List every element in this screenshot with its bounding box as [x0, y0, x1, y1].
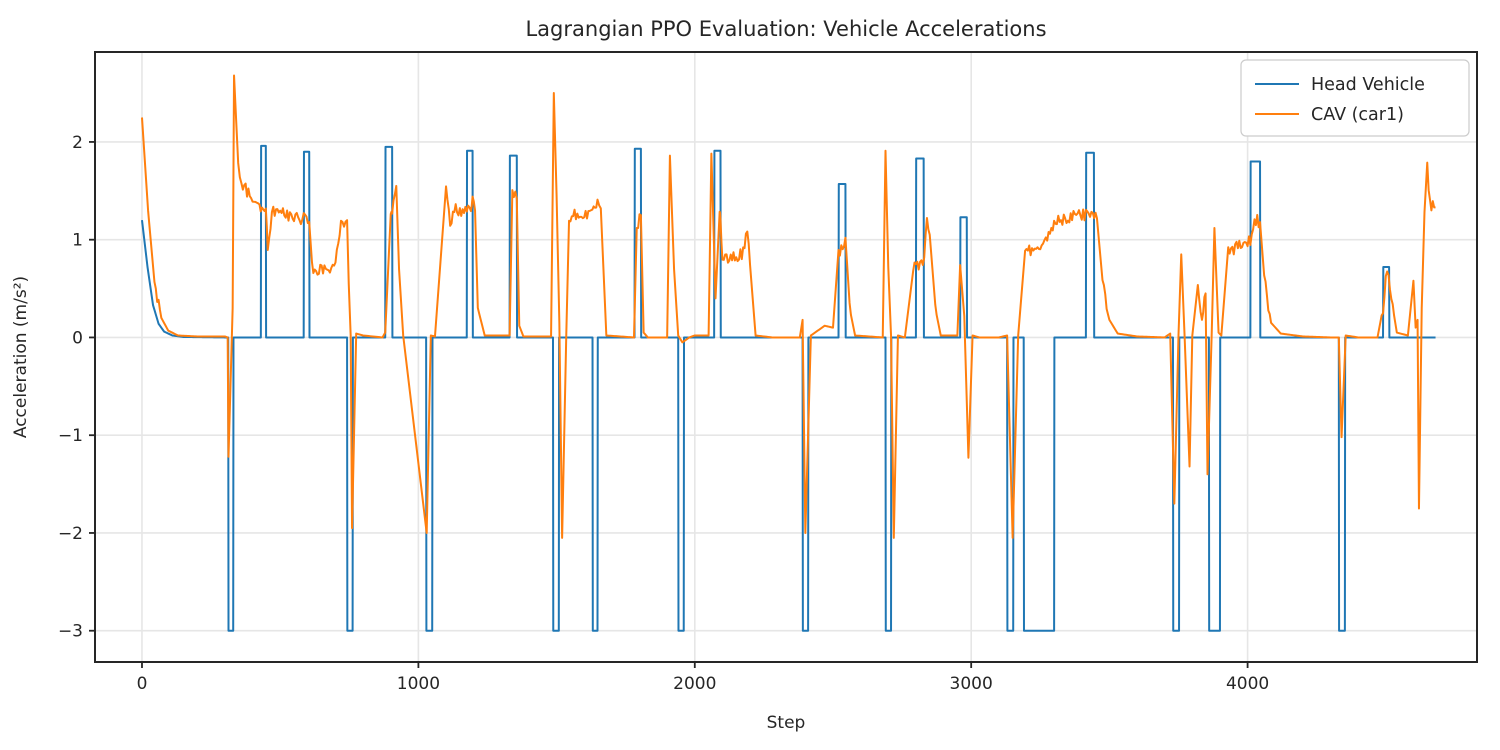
data-series-group — [140, 74, 1436, 632]
legend-frame — [1240, 59, 1470, 137]
legend-label-0[interactable]: Head Vehicle — [1311, 75, 1425, 95]
y-tick-label: −3 — [58, 622, 83, 642]
x-tick-label: 1000 — [397, 674, 440, 694]
chart-title: Lagrangian PPO Evaluation: Vehicle Accel… — [525, 17, 1046, 41]
x-tick-label: 4000 — [1226, 674, 1269, 694]
y-axis-label: Acceleration (m/s²) — [11, 276, 31, 438]
axes-frame — [94, 51, 1478, 663]
x-tick-label: 2000 — [673, 674, 716, 694]
y-tick-label: 2 — [72, 133, 83, 153]
x-tick-label: 3000 — [950, 674, 993, 694]
y-tick-label: −1 — [58, 426, 83, 446]
y-tick-label: 1 — [72, 231, 83, 251]
x-axis-label: Step — [767, 713, 806, 733]
y-tick-label: 0 — [72, 328, 83, 348]
legend-label-1[interactable]: CAV (car1) — [1311, 105, 1404, 125]
chart-legend[interactable]: Head Vehicle CAV (car1) — [1240, 59, 1470, 137]
x-tick-label: 0 — [137, 674, 148, 694]
series-line-1 — [140, 74, 1436, 539]
y-axis-ticks: 2 1 0 −1 −2 −3 — [58, 133, 95, 642]
y-tick-label: −2 — [58, 524, 83, 544]
x-axis-ticks: 0 1000 2000 3000 4000 — [137, 662, 1269, 694]
